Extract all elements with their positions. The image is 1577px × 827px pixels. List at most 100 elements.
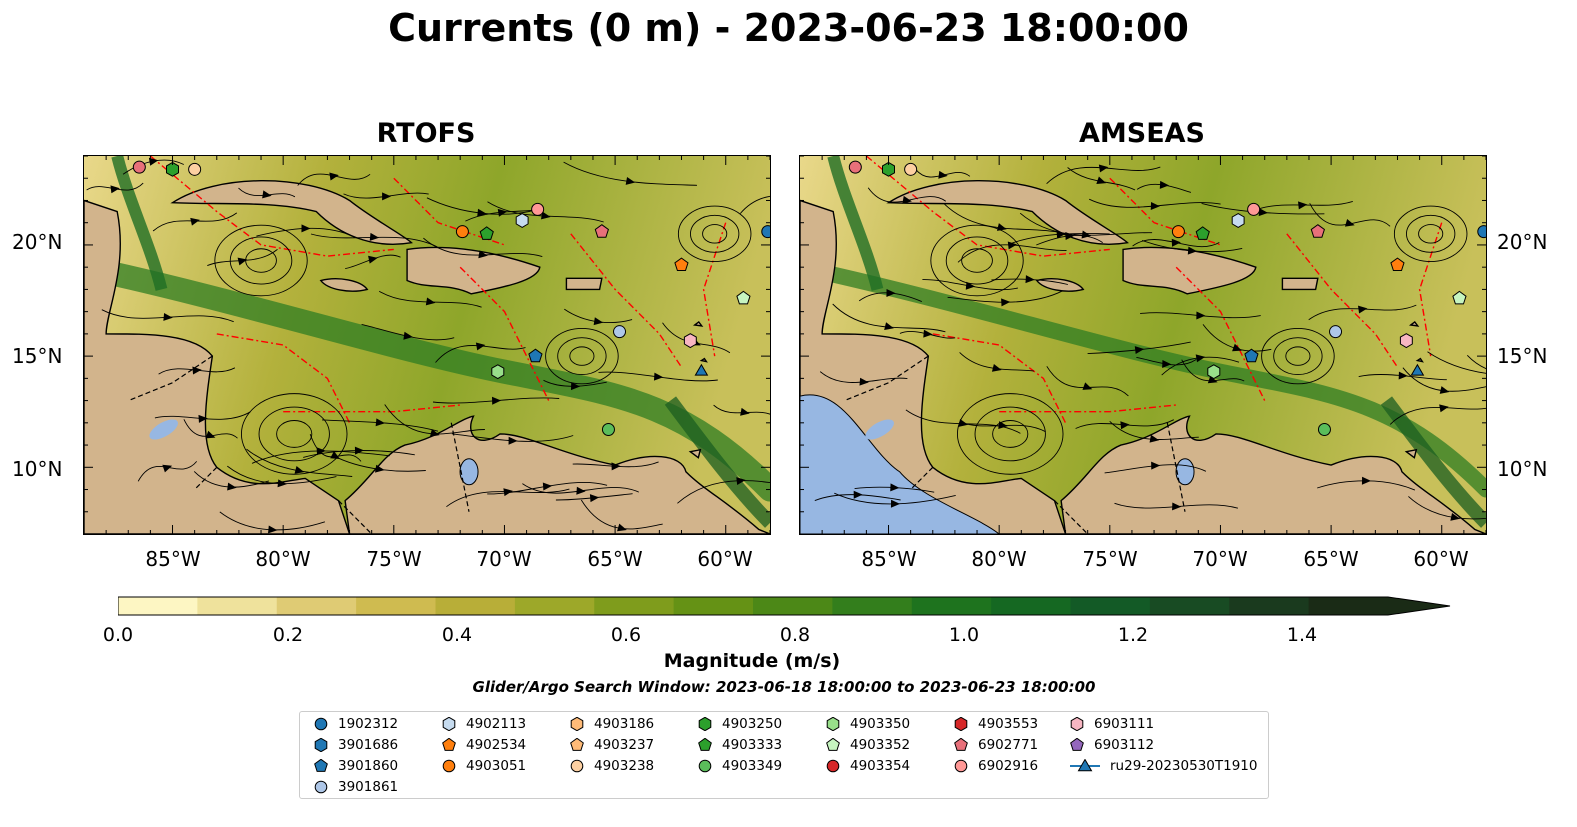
streamline-arrow <box>262 190 272 199</box>
lon-label-rtofs-65w: 65°W <box>587 547 643 571</box>
colorbar-segment <box>276 597 357 615</box>
legend-marker <box>1070 717 1084 731</box>
colorbar-segment <box>356 597 437 615</box>
yucatan-current-core <box>111 156 168 291</box>
eddy-streamline <box>974 406 1046 462</box>
legend-marker-icon <box>570 738 584 751</box>
streamline-arrow <box>1172 502 1182 511</box>
legend-marker <box>314 738 328 752</box>
streamline-arrow <box>617 523 627 532</box>
streamline-arrow <box>1439 386 1450 394</box>
legend-item: 4903352 <box>826 735 910 755</box>
streamline-arrow <box>902 195 912 204</box>
streamline-arrow <box>268 525 278 534</box>
colorbar-tick-7: 1.4 <box>1286 624 1318 646</box>
legend-label: 4903349 <box>722 758 783 774</box>
colorbar-label: Magnitude (m/s) <box>663 650 841 672</box>
landmass <box>1035 278 1085 292</box>
eddy-streamline <box>240 393 348 475</box>
streamline-arrow <box>277 479 287 488</box>
streamline-arrow <box>508 436 518 445</box>
float-marker <box>479 226 494 240</box>
map-canvas <box>84 156 770 534</box>
legend-label: 1902312 <box>338 716 399 732</box>
streamline-arrow <box>542 482 553 491</box>
colorbar-tick-4: 0.8 <box>779 624 811 646</box>
legend-marker-icon <box>314 717 328 731</box>
search-window-caption: Glider/Argo Search Window: 2023-06-18 18… <box>472 678 1096 696</box>
streamline-arrow <box>653 372 664 381</box>
streamline-arrow <box>478 250 488 259</box>
streamline-arrow <box>1195 354 1206 363</box>
streamline-arrow <box>148 157 159 166</box>
streamline-arrow <box>403 331 413 340</box>
legend-label: 4903238 <box>594 758 655 774</box>
streamline-arrow <box>890 483 900 492</box>
streamline-arrow <box>965 281 976 290</box>
legend-marker <box>570 759 584 773</box>
streamline-arrow <box>375 464 385 473</box>
legend-marker <box>826 717 840 731</box>
lake-nicaragua <box>149 419 178 440</box>
landmass <box>699 357 708 363</box>
legend-label: 4902113 <box>466 716 527 732</box>
colorbar-segment <box>594 597 675 615</box>
streamline-arrow <box>475 342 486 351</box>
colorbar-segment <box>673 597 754 615</box>
colorbar-segment <box>1070 597 1151 615</box>
float-legend: 1902312 3901686 3901860 3901861 4902113 49025… <box>299 711 1269 799</box>
eez-boundary-line <box>999 404 1177 413</box>
float-marker <box>736 290 751 305</box>
map-canvas <box>800 156 1486 534</box>
streamline-arrow <box>227 482 237 491</box>
float-marker <box>1329 325 1343 339</box>
float-marker <box>601 422 615 436</box>
legend-label: 3901861 <box>338 779 399 795</box>
streamline-arrow <box>1098 164 1109 173</box>
streamline-arrow <box>237 257 248 266</box>
streamline-arrow <box>382 192 392 201</box>
streamline-arrow <box>1187 246 1198 255</box>
streamline-arrow <box>1056 230 1066 239</box>
streamline-arrow <box>1001 298 1011 307</box>
legend-item: 6903111 <box>1070 714 1154 734</box>
eddy-streamline <box>545 327 619 385</box>
orinoco-outflow-current <box>664 396 770 528</box>
legend-marker <box>570 717 584 731</box>
streamline-arrow <box>1081 230 1092 239</box>
lon-label-rtofs-80w: 80°W <box>255 547 311 571</box>
legend-item: 4903186 <box>570 714 654 734</box>
streamline-arrow <box>740 407 750 416</box>
streamline-arrow <box>576 486 586 495</box>
streamline-arrow <box>996 223 1007 231</box>
colorbar-segment <box>991 597 1072 615</box>
eddy-streamline <box>258 406 330 462</box>
streamline-arrow <box>329 172 339 181</box>
colorbar-extend-arrow <box>1388 597 1450 615</box>
colorbar-tick-5: 1.0 <box>948 624 980 646</box>
legend-marker-icon <box>314 738 328 752</box>
lon-label-rtofs-75w: 75°W <box>366 547 422 571</box>
lat-label-left-15n: 15°N <box>12 344 63 368</box>
eddy-streamline <box>214 224 308 297</box>
legend-marker <box>442 738 456 751</box>
legend-marker-icon <box>826 738 840 751</box>
streamline-arrow <box>593 317 604 326</box>
streamline-arrow <box>429 429 440 437</box>
legend-marker-icon <box>442 717 456 731</box>
legend-marker <box>954 738 968 751</box>
lake-nicaragua <box>865 419 894 440</box>
eez-boundary-line <box>149 156 394 257</box>
streamline-arrow <box>1232 343 1242 352</box>
legend-label: 4902534 <box>466 737 527 753</box>
country-border <box>910 466 934 490</box>
lon-label-rtofs-60w: 60°W <box>697 547 753 571</box>
lon-label-rtofs-70w: 70°W <box>476 547 532 571</box>
float-marker <box>1410 363 1425 376</box>
streamline-arrow <box>491 396 502 405</box>
legend-marker <box>314 717 328 731</box>
landmass <box>1404 448 1418 459</box>
float-marker <box>848 160 862 174</box>
streamline-arrow <box>589 494 600 503</box>
streamline-arrow <box>886 289 896 298</box>
